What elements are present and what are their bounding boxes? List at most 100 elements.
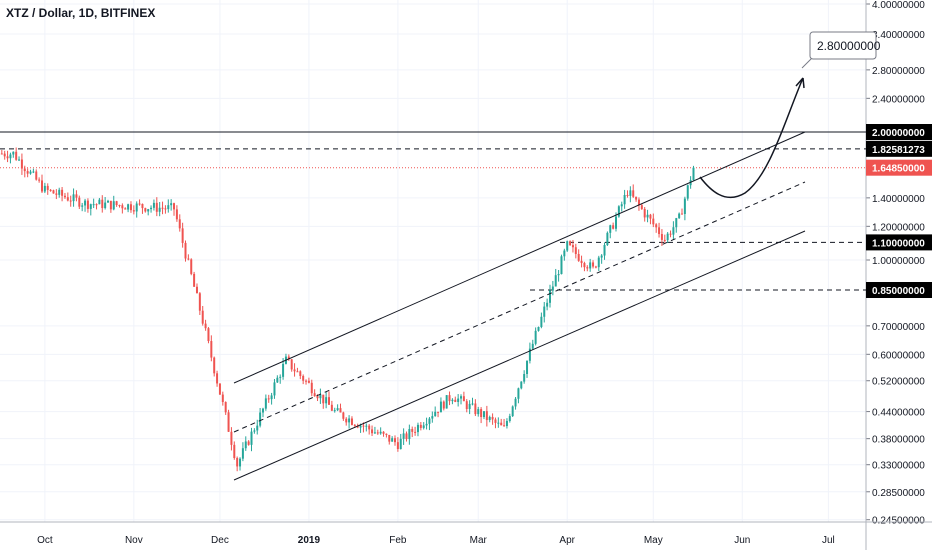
candle-body — [474, 403, 477, 415]
candle-body — [448, 395, 451, 402]
candle-body — [445, 395, 448, 409]
candle-body — [38, 179, 41, 181]
candle-body — [531, 343, 534, 349]
candle-body — [336, 408, 339, 411]
candle-body — [660, 234, 663, 240]
candle-body — [89, 204, 92, 209]
candle-body — [523, 374, 526, 382]
candle-body — [9, 154, 12, 159]
projection-curve — [699, 77, 804, 199]
candle-body — [678, 213, 681, 219]
candle-body — [213, 357, 216, 374]
target-callout-text: 2.80000000 — [817, 39, 881, 53]
candle-body — [293, 369, 296, 372]
chart-title: XTZ / Dollar, 1D, BITFINEX — [6, 6, 156, 20]
candle-body — [451, 399, 454, 402]
candle-body — [514, 398, 517, 407]
candle-body — [66, 197, 69, 201]
candle-body — [566, 241, 569, 251]
price-label-text: 1.64850000 — [872, 164, 925, 175]
candle-body — [586, 267, 589, 269]
candle-body — [692, 167, 695, 181]
candle-body — [681, 213, 684, 215]
channel-upper-line — [233, 131, 806, 384]
candle-body — [164, 208, 167, 210]
candle-body — [376, 432, 379, 434]
y-tick-label: 2.80000000 — [872, 66, 925, 77]
x-tick-label: 2019 — [298, 535, 321, 546]
candle-body — [609, 225, 612, 233]
candle-body — [279, 376, 282, 378]
candle-body — [600, 255, 603, 258]
candle-body — [195, 286, 198, 294]
candle-body — [485, 411, 488, 421]
candle-body — [402, 433, 405, 439]
price-label-text: 0.85000000 — [872, 286, 925, 297]
candle-body — [437, 411, 440, 413]
price-label-bg — [866, 234, 932, 251]
candle-body — [362, 425, 365, 427]
candle-body — [574, 247, 577, 254]
candle-body — [497, 422, 500, 424]
y-tick-label: 0.33000000 — [872, 461, 925, 472]
candle-body — [465, 401, 468, 410]
candle-body — [129, 204, 132, 211]
candle-body — [592, 262, 595, 267]
candle-body — [261, 408, 264, 413]
candle-body — [190, 259, 193, 274]
candle-body — [537, 326, 540, 331]
candle-body — [482, 411, 485, 418]
candle-body — [313, 393, 316, 397]
candle-body — [503, 425, 506, 427]
candle-body — [72, 194, 75, 202]
y-tick-label: 0.70000000 — [872, 322, 925, 333]
candle-body — [170, 203, 173, 206]
candle-body — [373, 432, 376, 434]
candle-body — [431, 416, 434, 419]
candle-body — [135, 203, 138, 212]
candle-body — [193, 273, 196, 287]
candle-body — [583, 263, 586, 268]
x-tick-label: Oct — [37, 535, 53, 546]
candle-body — [0, 153, 3, 155]
candle-body — [471, 403, 474, 405]
candle-body — [615, 216, 617, 229]
candle-body — [405, 433, 408, 440]
candle-body — [241, 448, 244, 459]
candle-body — [422, 425, 425, 428]
candle-body — [348, 418, 351, 423]
candle-body — [411, 429, 414, 432]
candle-body — [419, 424, 422, 428]
candle-body — [557, 274, 560, 276]
candle-body — [178, 219, 181, 229]
candle-body — [629, 190, 632, 196]
candle-body — [494, 419, 497, 423]
x-tick-label: Jul — [822, 535, 835, 546]
candle-body — [391, 438, 394, 442]
candle-body — [224, 402, 227, 413]
candle-body — [75, 194, 78, 198]
candle-body — [52, 190, 55, 194]
candle-body — [244, 441, 247, 449]
channel-middle-line — [233, 181, 806, 433]
candle-body — [124, 208, 127, 210]
candle-body — [597, 257, 600, 268]
candle-body — [439, 401, 442, 413]
candle-body — [560, 256, 563, 275]
candle-body — [290, 359, 293, 370]
y-tick-label: 0.60000000 — [872, 350, 925, 361]
candle-body — [480, 409, 483, 418]
candle-body — [95, 204, 98, 206]
candle-body — [416, 424, 419, 433]
candle-body — [307, 380, 310, 383]
candle-body — [333, 410, 336, 412]
candle-body — [637, 199, 640, 206]
candle-body — [508, 416, 511, 421]
candle-body — [342, 412, 345, 419]
candle-body — [43, 185, 46, 192]
candle-body — [460, 396, 463, 399]
candle-body — [617, 206, 620, 217]
candle-body — [551, 286, 554, 291]
candle-body — [359, 425, 362, 428]
